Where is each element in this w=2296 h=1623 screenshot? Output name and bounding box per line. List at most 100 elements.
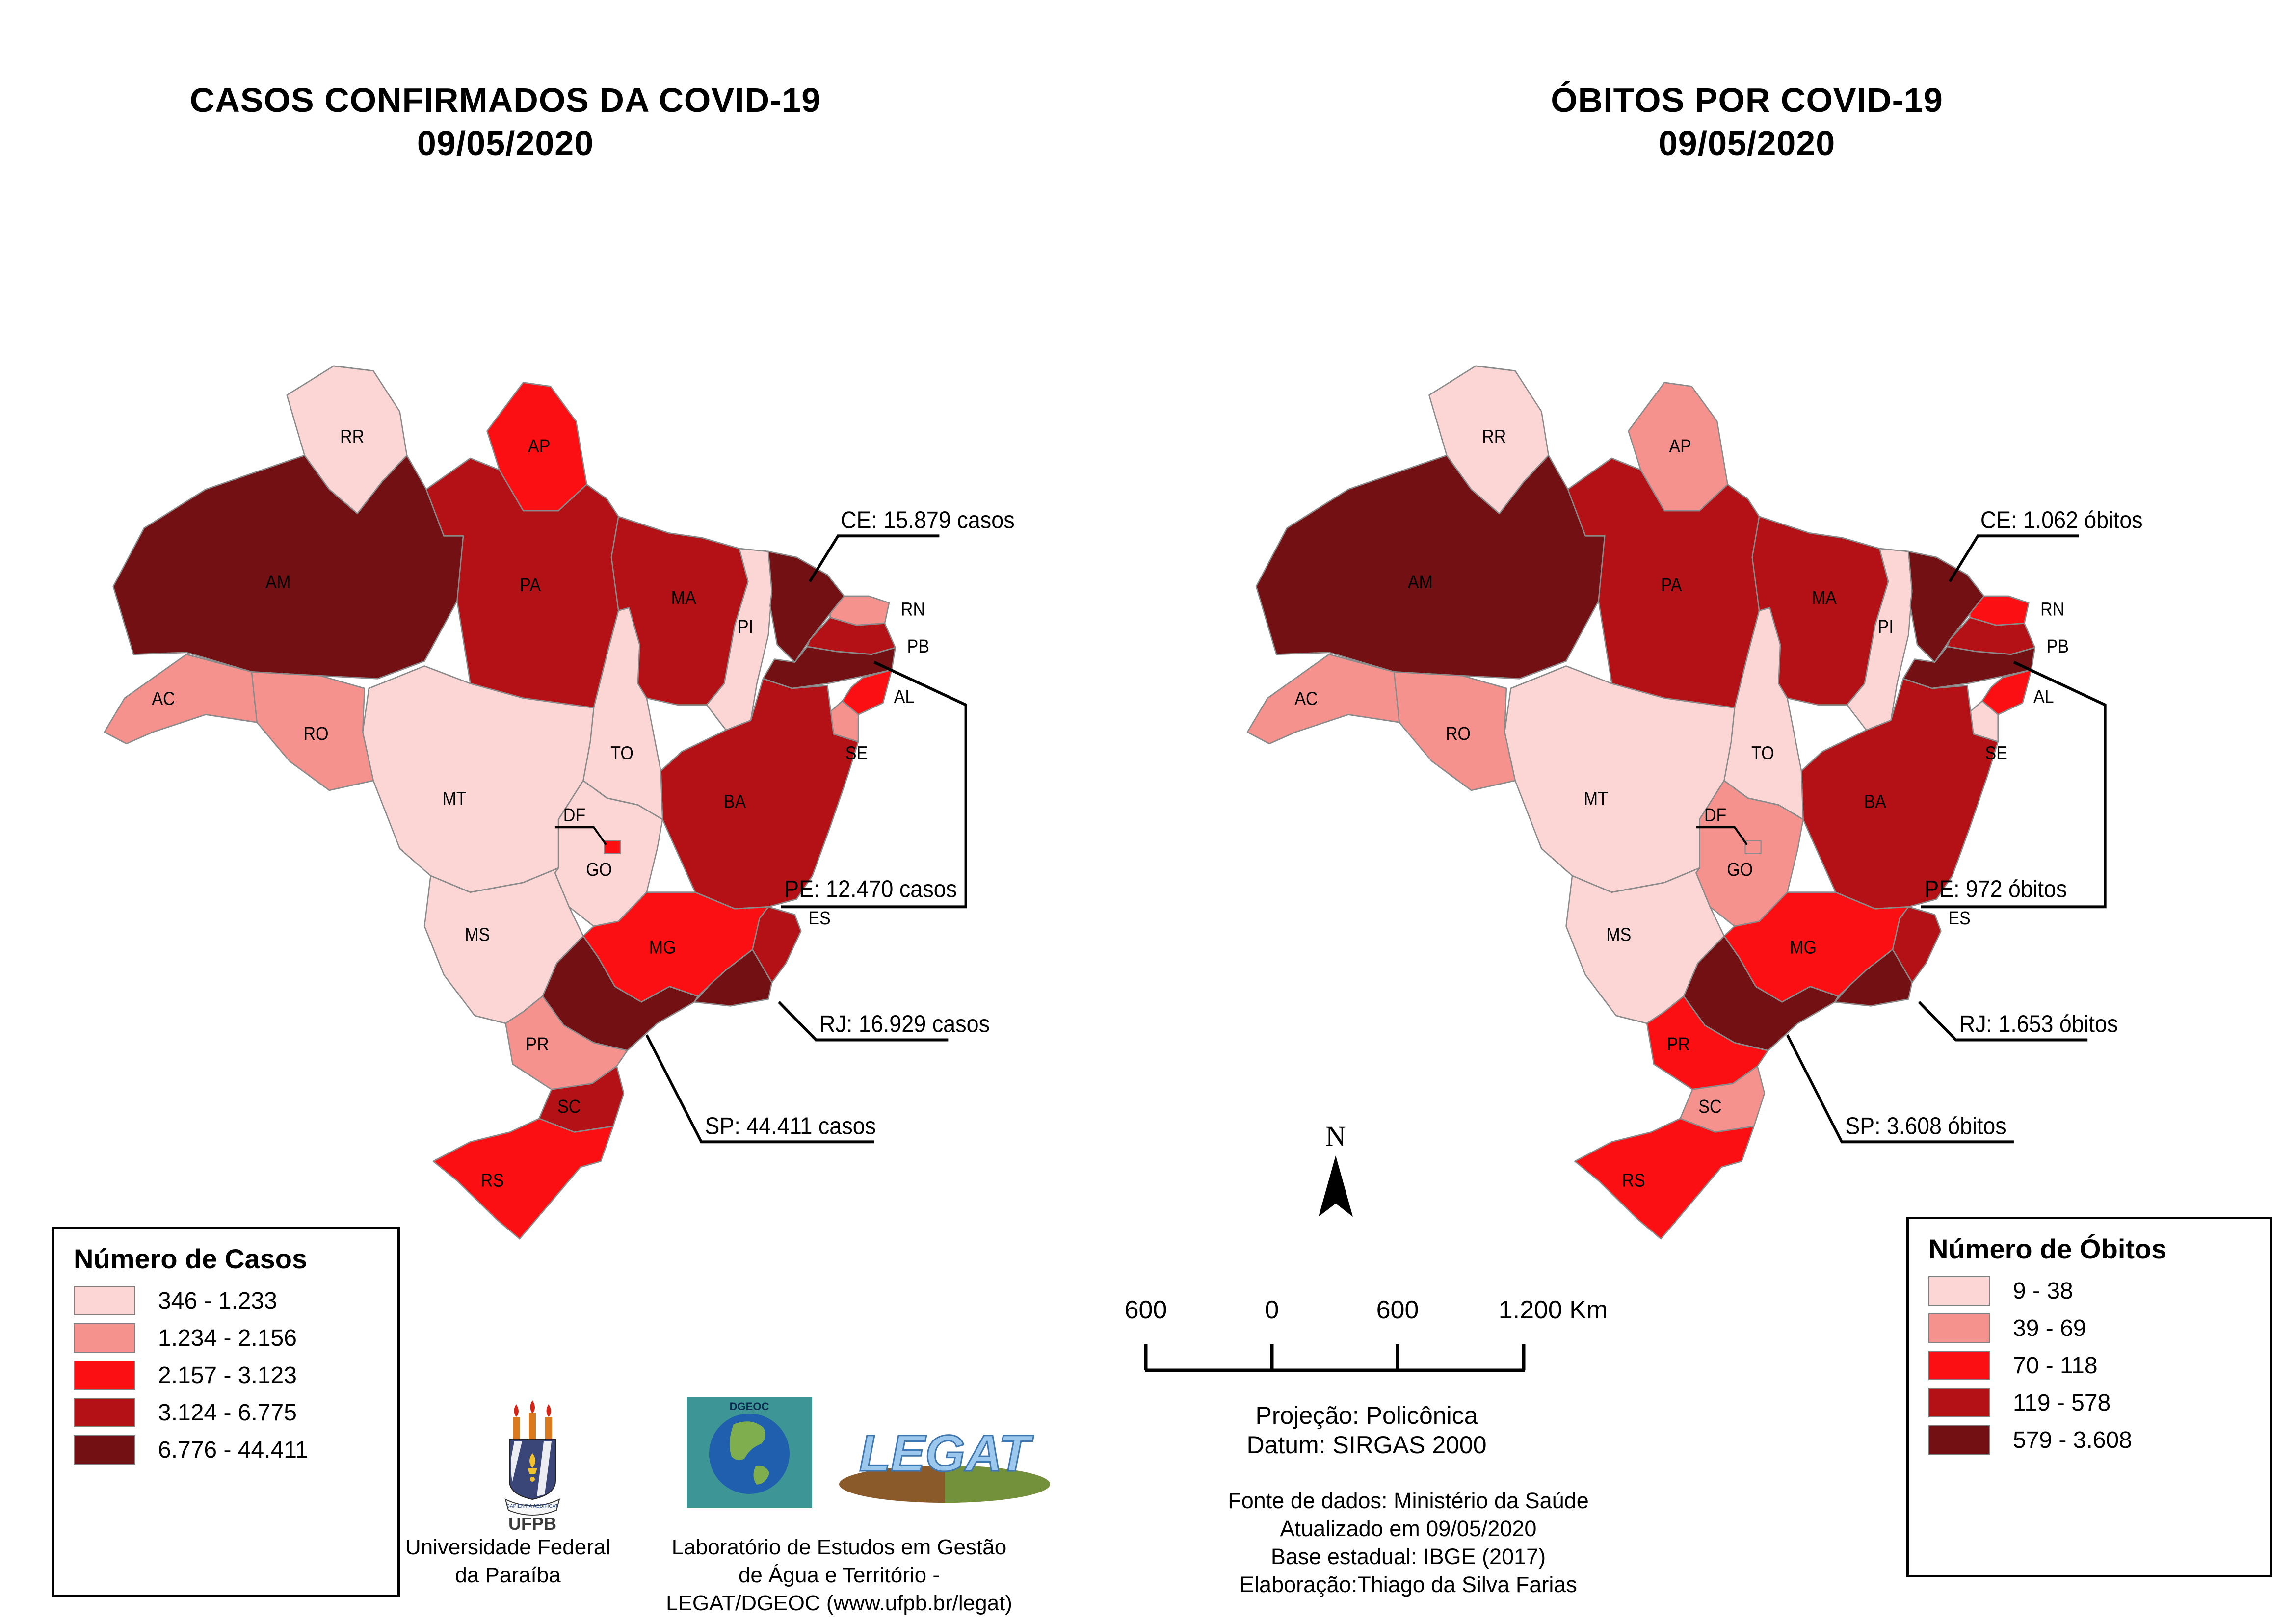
state-BA (1800, 678, 1999, 910)
map-cases-states (104, 365, 896, 1240)
source-line2: Atualizado em 09/05/2020 (1280, 1516, 1537, 1541)
legat-caption-line3: LEGAT/DGEOC (www.ufpb.br/legat) (666, 1591, 1012, 1615)
source-line1: Fonte de dados: Ministério da Saúde (1228, 1488, 1589, 1513)
ufpb-logo-text: UFPB (508, 1514, 556, 1534)
state-DF-square (604, 840, 621, 854)
legend-swatch-5 (74, 1435, 135, 1465)
projection-line1: Projeção: Policônica (1255, 1402, 1478, 1429)
legend-swatch-5 (1928, 1425, 1990, 1455)
label-PB: PB (2047, 636, 2069, 656)
callout-RJ: RJ: 1.653 óbitos (1959, 1010, 2118, 1038)
legat-logo-text: LEGAT (859, 1425, 1034, 1482)
callout-line-SP (645, 1034, 874, 1144)
north-label: N (1325, 1120, 1346, 1152)
legend-swatch-1 (74, 1286, 135, 1315)
state-AM (112, 454, 464, 680)
dgeoc-logo: DGEOC (687, 1397, 812, 1508)
legend-row: 6.776 - 44.411 (74, 1435, 397, 1465)
scale-label-2: 600 (1376, 1296, 1419, 1324)
state-RS (432, 1118, 614, 1240)
callout-SP: SP: 3.608 óbitos (1845, 1112, 2006, 1139)
cases-title-line1: CASOS CONFIRMADOS DA COVID-19 (189, 81, 821, 119)
label-SE: SE (1985, 743, 2007, 763)
legend-range-4: 119 - 578 (2013, 1389, 2111, 1416)
label-GO: GO (1727, 859, 1753, 880)
state-AM (1255, 454, 1606, 680)
label-PR: PR (526, 1034, 549, 1055)
label-AM: AM (265, 572, 290, 593)
legend-swatch-2 (74, 1323, 135, 1353)
dgeoc-logo-text: DGEOC (730, 1400, 769, 1413)
label-MT: MT (442, 788, 466, 809)
legend-row: 1.234 - 2.156 (74, 1323, 397, 1353)
deaths-title-line1: ÓBITOS POR COVID-19 (1551, 81, 1943, 119)
legend-swatch-3 (74, 1361, 135, 1390)
label-PI: PI (1878, 617, 1894, 637)
ufpb-caption-line2: da Paraíba (455, 1563, 561, 1587)
projection-line2: Datum: SIRGAS 2000 (1246, 1431, 1487, 1459)
legend-swatch-4 (74, 1398, 135, 1427)
ufpb-caption: Universidade Federal da Paraíba (388, 1533, 628, 1589)
label-BA: BA (1864, 791, 1886, 812)
ufpb-banner-icon (504, 1498, 560, 1516)
callout-line-CE (809, 534, 940, 582)
label-MS: MS (1606, 924, 1631, 945)
map-deaths-callouts: CE: 1.062 óbitos PE: 972 óbitos RJ: 1.65… (1786, 506, 2143, 1144)
callout-line-SP (1786, 1034, 2014, 1144)
legend-row: 70 - 118 (1928, 1351, 2270, 1380)
legend-row: 3.124 - 6.775 (74, 1398, 397, 1427)
legend-deaths: Número de Óbitos 9 - 38 39 - 69 70 - 118… (1906, 1217, 2272, 1577)
legend-range-3: 70 - 118 (2013, 1352, 2098, 1379)
callout-line-RJ (1918, 1001, 2088, 1042)
label-DF: DF (1704, 805, 1726, 826)
label-SE: SE (845, 742, 868, 763)
label-AL: AL (894, 686, 915, 707)
legat-caption-line2: de Água e Território - (738, 1563, 940, 1587)
label-RS: RS (1622, 1170, 1645, 1191)
label-MT: MT (1584, 788, 1608, 809)
ufpb-shield-icon (509, 1439, 556, 1500)
label-DF: DF (563, 805, 586, 826)
scale-label-3: 1.200 Km (1498, 1296, 1608, 1324)
label-AL: AL (2033, 686, 2054, 707)
callout-SP: SP: 44.411 casos (705, 1112, 876, 1139)
map-cases-labels: RR AP AM PA MA PI RN PB AL SE AC RO TO M… (152, 426, 929, 1191)
label-SC: SC (557, 1096, 581, 1117)
label-TO: TO (610, 742, 633, 763)
legend-range-1: 346 - 1.233 (158, 1287, 277, 1314)
north-arrow-icon (1319, 1155, 1353, 1217)
scale-label-0: 600 (1124, 1296, 1167, 1324)
callout-PE: PE: 972 óbitos (1924, 875, 2067, 902)
label-BA: BA (724, 791, 746, 812)
label-MA: MA (1812, 587, 1837, 608)
map-cases: RR AP AM PA MA PI RN PB AL SE AC RO TO M… (104, 365, 1015, 1240)
label-PA: PA (520, 575, 541, 596)
label-RN: RN (2040, 599, 2064, 620)
callout-PE: PE: 12.470 casos (784, 876, 957, 903)
scale-label-1: 0 (1265, 1296, 1279, 1324)
source-line4: Elaboração:Thiago da Silva Farias (1240, 1572, 1577, 1597)
map-cases-callouts: CE: 15.879 casos PE: 12.470 casos RJ: 16… (645, 506, 1015, 1144)
legat-caption-line1: Laboratório de Estudos em Gestão (671, 1535, 1007, 1559)
projection-block: Projeção: Policônica Datum: SIRGAS 2000 (1146, 1401, 1587, 1460)
label-PA: PA (1661, 575, 1682, 596)
legend-swatch-2 (1928, 1313, 1990, 1343)
label-RN: RN (901, 599, 925, 620)
callout-line-PE (780, 660, 967, 909)
legend-cases-title: Número de Casos (74, 1243, 308, 1274)
callout-line-CE (1949, 534, 2079, 582)
ufpb-motto: SAPIENTIA AEDIFICAT (506, 1504, 558, 1509)
state-RS (1574, 1118, 1755, 1240)
map-deaths-states (1246, 365, 2036, 1240)
legend-deaths-title: Número de Óbitos (1928, 1233, 2167, 1264)
dgeoc-globe-icon (709, 1414, 790, 1494)
label-PB: PB (907, 635, 929, 656)
label-MG: MG (1790, 937, 1817, 958)
source-block: Fonte de dados: Ministério da Saúde Atua… (1114, 1487, 1703, 1598)
df-leader-line (1696, 826, 1748, 846)
callout-line-RJ (778, 1001, 949, 1042)
legend-row: 119 - 578 (1928, 1388, 2270, 1417)
label-PI: PI (738, 616, 753, 637)
label-AM: AM (1408, 572, 1433, 593)
legend-row: 2.157 - 3.123 (74, 1361, 397, 1390)
